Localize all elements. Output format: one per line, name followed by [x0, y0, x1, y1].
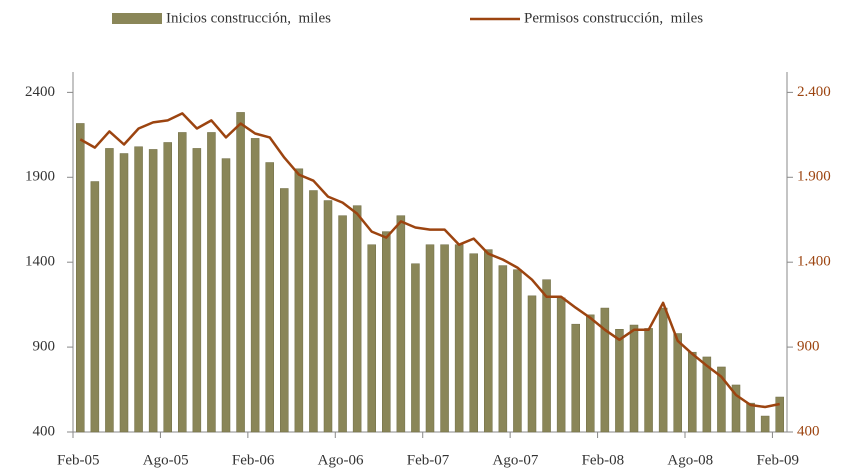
bar [352, 205, 362, 433]
bar [484, 249, 493, 433]
x-tick-label: Feb-07 [407, 452, 450, 468]
bar [236, 112, 245, 433]
y2-tick-label: 2.400 [797, 84, 831, 100]
bar [658, 307, 668, 433]
legend-swatch [112, 13, 162, 24]
bar [294, 168, 304, 433]
x-tick-label: Feb-09 [756, 452, 799, 468]
bar [513, 269, 522, 433]
bar [221, 158, 231, 433]
bar [382, 231, 391, 433]
bar [76, 123, 85, 433]
bar [746, 402, 755, 433]
bar [469, 253, 478, 433]
bar [454, 244, 464, 433]
y-tick-label: 1900 [25, 169, 55, 185]
legend-label: Inicios construcción, miles [166, 10, 331, 26]
bar [134, 146, 143, 433]
bar [498, 265, 508, 433]
bar [323, 200, 333, 433]
bar [556, 297, 566, 433]
bar [673, 333, 682, 433]
bar [586, 314, 595, 433]
y-tick-label: 400 [33, 423, 56, 439]
bar [163, 142, 172, 433]
y-tick-label: 1400 [25, 254, 55, 270]
bar [178, 132, 187, 433]
x-tick-label: Ago-06 [318, 452, 364, 468]
x-tick-label: Ago-05 [143, 452, 189, 468]
bar [629, 324, 639, 433]
bar [396, 215, 406, 433]
bar [338, 215, 347, 433]
y2-tick-label: 1.400 [797, 254, 831, 270]
bar [265, 162, 274, 433]
bar [367, 244, 376, 433]
bar [105, 148, 114, 433]
y2-tick-label: 1.900 [797, 169, 831, 185]
legend-label: Permisos construcción, miles [524, 10, 703, 26]
bar [119, 153, 129, 433]
bar [440, 244, 449, 433]
y2-tick-label: 900 [797, 339, 820, 355]
bar [731, 384, 741, 433]
x-tick-label: Ago-08 [667, 452, 713, 468]
bar [760, 415, 770, 433]
bar [192, 148, 202, 433]
bar [527, 295, 537, 433]
bar [280, 188, 289, 433]
x-tick-label: Feb-08 [582, 452, 625, 468]
x-tick-label: Feb-05 [57, 452, 100, 468]
bar [571, 323, 580, 433]
bar [717, 366, 726, 433]
bar [425, 244, 435, 433]
bar [207, 132, 216, 433]
bar [90, 181, 100, 433]
bar [688, 351, 697, 433]
x-tick-label: Feb-06 [232, 452, 275, 468]
bar [411, 263, 420, 433]
y-tick-label: 2400 [25, 84, 55, 100]
bar [250, 138, 260, 433]
bar [644, 328, 653, 433]
bar [542, 279, 551, 433]
bar [309, 190, 318, 433]
bar [148, 149, 158, 433]
bar [702, 356, 712, 433]
line [79, 112, 780, 409]
bar [615, 329, 624, 433]
bar [600, 307, 610, 433]
y2-tick-label: 400 [797, 423, 820, 439]
y-tick-label: 900 [33, 339, 56, 355]
bar [775, 396, 784, 433]
x-tick-label: Ago-07 [493, 452, 539, 468]
